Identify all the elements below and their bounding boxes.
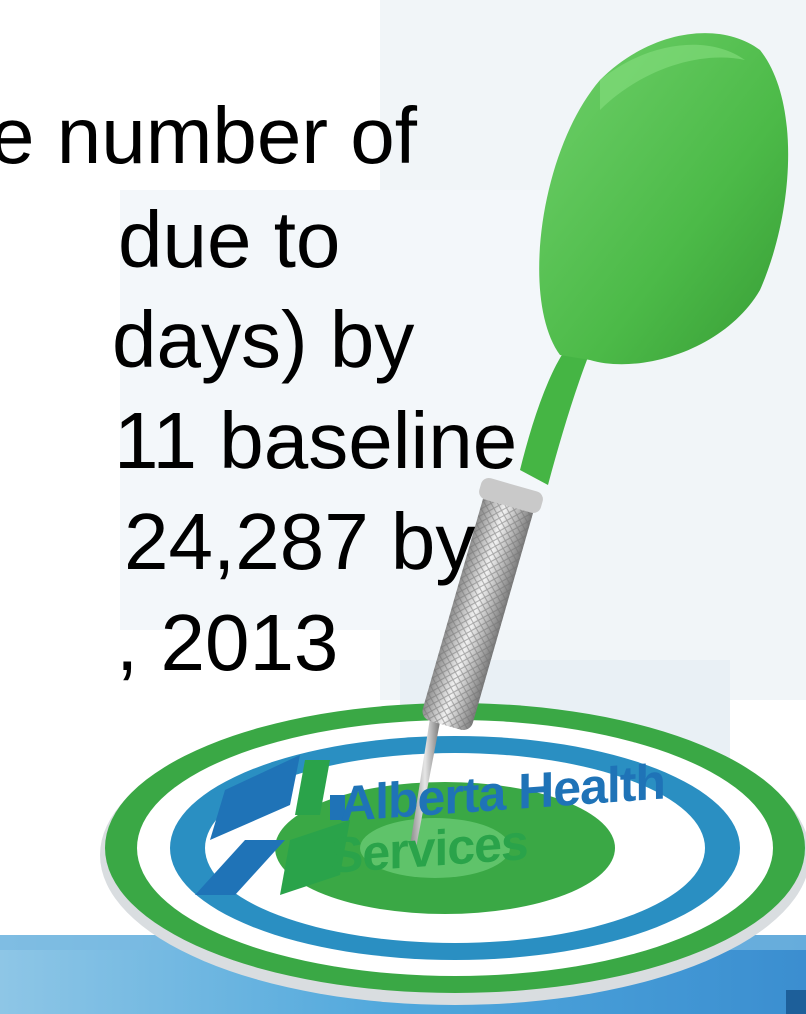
text-line: days) by [112,295,415,384]
corner-logo-fragment [786,990,806,1014]
text-line: due to [118,195,341,284]
logo-mark [195,755,350,895]
text-line: , 2013 [116,598,339,687]
text-line: 24,287 by [124,497,476,586]
dart-flight [539,33,789,365]
text-line: e number of [0,91,417,180]
text-line: 11 baseline [114,396,518,485]
